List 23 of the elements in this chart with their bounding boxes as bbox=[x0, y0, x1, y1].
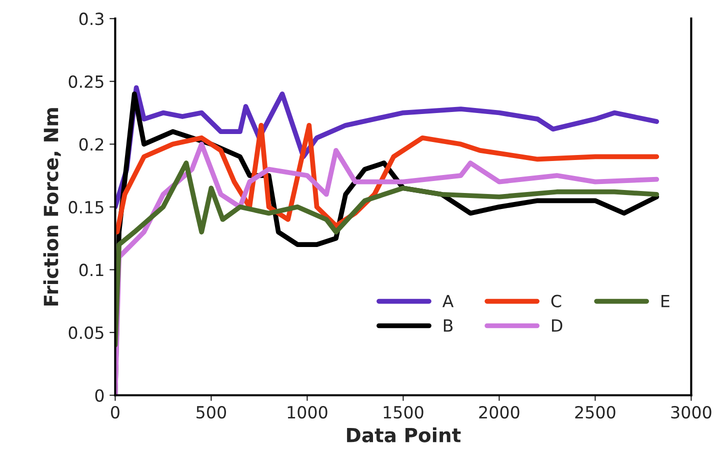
x-tick-label: 1500 bbox=[384, 406, 424, 419]
y-axis-title: Friction Force, Nm bbox=[43, 108, 61, 306]
x-tick-label: 0 bbox=[110, 406, 120, 419]
legend-label: D bbox=[552, 319, 562, 332]
line-series bbox=[115, 122, 660, 234]
y-tick-label: 0.1 bbox=[79, 264, 104, 276]
x-tick-label: 500 bbox=[196, 406, 226, 419]
y-tick-label: 0.3 bbox=[79, 12, 104, 26]
y-tick-label: 0.2 bbox=[79, 138, 104, 151]
x-tick-label: 3000 bbox=[671, 406, 712, 419]
y-tick-label: 0.05 bbox=[68, 326, 104, 340]
legend-label: E bbox=[662, 294, 670, 308]
legend-label: C bbox=[551, 294, 562, 308]
line-series bbox=[115, 160, 660, 348]
y-tick-label: 0 bbox=[95, 389, 104, 402]
y-tick-label: 0.25 bbox=[68, 75, 104, 88]
y-tick-label: 0.15 bbox=[68, 200, 104, 214]
x-tick-label: 2500 bbox=[575, 406, 616, 419]
x-tick-label: 2000 bbox=[479, 406, 520, 419]
legend-label: B bbox=[444, 319, 453, 332]
legend-label: A bbox=[442, 294, 454, 308]
x-axis-title: Data Point bbox=[347, 427, 461, 442]
x-tick-label: 1000 bbox=[288, 406, 328, 419]
